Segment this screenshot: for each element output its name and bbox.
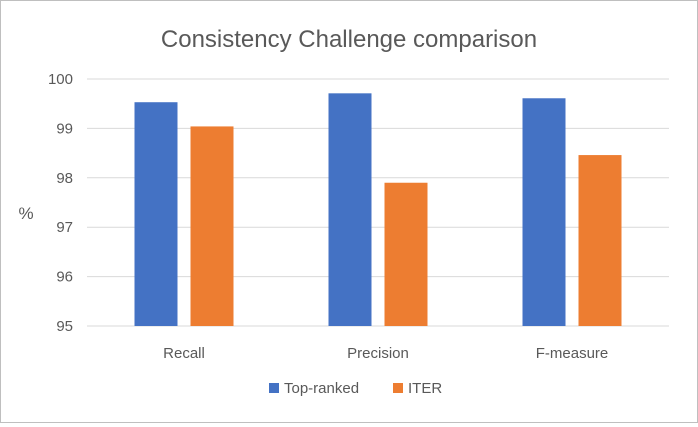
y-tick-label: 99 <box>56 120 73 137</box>
bar-iter-precision <box>384 182 428 326</box>
legend-label: Top-ranked <box>284 380 359 397</box>
x-category-label: Precision <box>347 345 409 362</box>
bar-iter-recall <box>190 126 234 326</box>
bar-iter-f-measure <box>578 155 622 326</box>
legend-swatch <box>269 383 279 393</box>
y-tick-label: 98 <box>56 170 73 187</box>
chart-title: Consistency Challenge comparison <box>161 26 537 53</box>
gridlines <box>87 78 669 327</box>
bars <box>134 93 622 327</box>
x-category-labels: Recall Precision F-measure <box>163 345 608 362</box>
y-tick-label: 100 <box>48 71 73 88</box>
legend-label: ITER <box>408 380 442 397</box>
y-tick-label: 95 <box>56 318 73 335</box>
bar-top-ranked-recall <box>134 102 178 326</box>
x-category-label: Recall <box>163 345 205 362</box>
y-tick-labels: 95 96 97 98 99 100 <box>48 71 73 335</box>
bar-top-ranked-precision <box>328 93 372 327</box>
legend: Top-ranked ITER <box>269 380 442 397</box>
bar-top-ranked-f-measure <box>522 98 566 327</box>
x-category-label: F-measure <box>536 345 609 362</box>
legend-swatch <box>393 383 403 393</box>
y-axis-label: % <box>18 204 33 223</box>
y-tick-label: 97 <box>56 219 73 236</box>
y-tick-label: 96 <box>56 269 73 286</box>
